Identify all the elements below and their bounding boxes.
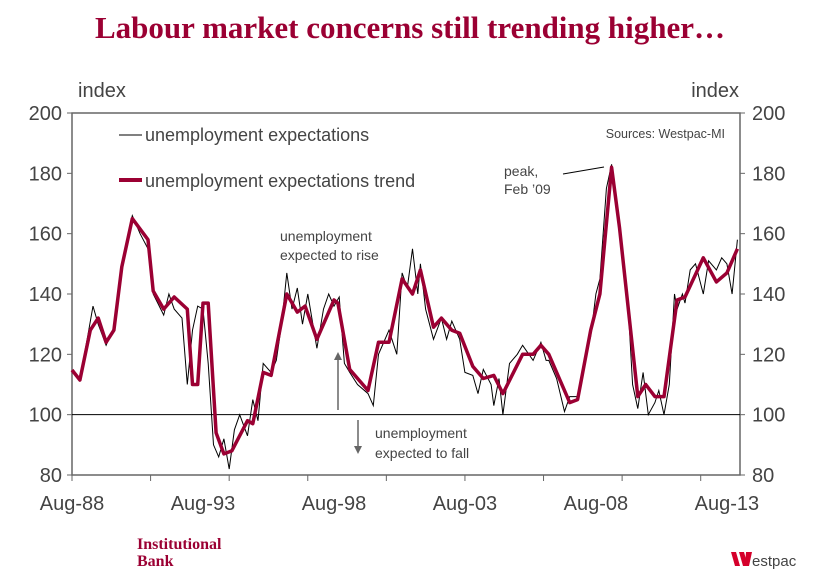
svg-text:Bank: Bank xyxy=(137,553,174,570)
legend-raw-label: unemployment expectations xyxy=(145,125,369,145)
y-axis-label-left: index xyxy=(78,80,126,102)
svg-text:estpac: estpac xyxy=(752,553,797,570)
y-tick-label-left: 120 xyxy=(29,344,62,366)
y-tick-label-left: 140 xyxy=(29,284,62,306)
y-tick-label-right: 200 xyxy=(752,103,785,125)
y-tick-label-left: 200 xyxy=(29,103,62,125)
fall-annotation-line2: expected to fall xyxy=(375,445,469,461)
fall-arrow-head xyxy=(354,446,362,454)
legend-trend-label: unemployment expectations trend xyxy=(145,171,415,191)
rise-arrow-head xyxy=(334,352,342,360)
peak-annotation-line2: Feb ’09 xyxy=(504,181,551,197)
x-tick-label: Aug-98 xyxy=(302,493,367,515)
y-tick-label-left: 100 xyxy=(29,405,62,427)
rise-annotation-line2: expected to rise xyxy=(280,247,379,263)
y-tick-label-right: 120 xyxy=(752,344,785,366)
rise-annotation-line1: unemployment xyxy=(280,228,372,244)
x-tick-label: Aug-93 xyxy=(171,493,236,515)
y-axis-label-right: index xyxy=(691,80,739,102)
y-tick-label-right: 140 xyxy=(752,284,785,306)
y-tick-label-right: 180 xyxy=(752,163,785,185)
source-note: Sources: Westpac-MI xyxy=(606,127,725,141)
y-tick-label-right: 100 xyxy=(752,405,785,427)
institutional-bank-logo: Institutional Bank xyxy=(137,536,222,570)
y-tick-label-left: 180 xyxy=(29,163,62,185)
y-tick-label-left: 160 xyxy=(29,224,62,246)
y-tick-label-right: 160 xyxy=(752,224,785,246)
westpac-logo: estpac xyxy=(731,552,797,570)
unemployment-expectations-line xyxy=(71,164,738,470)
unemployment-expectations-trend-line xyxy=(70,165,740,456)
fall-annotation-line1: unemployment xyxy=(375,425,467,441)
x-tick-label: Aug-88 xyxy=(40,493,105,515)
svg-text:Institutional: Institutional xyxy=(137,536,222,553)
x-tick-label: Aug-13 xyxy=(695,493,760,515)
x-tick-label: Aug-08 xyxy=(564,493,629,515)
chart-title: Labour market concerns still trending hi… xyxy=(95,10,725,45)
peak-annotation-line1: peak, xyxy=(504,163,538,179)
plot-frame xyxy=(71,112,741,476)
peak-leader-line xyxy=(562,166,605,175)
y-tick-label-left: 80 xyxy=(40,465,62,487)
y-tick-label-right: 80 xyxy=(752,465,774,487)
x-tick-label: Aug-03 xyxy=(433,493,498,515)
